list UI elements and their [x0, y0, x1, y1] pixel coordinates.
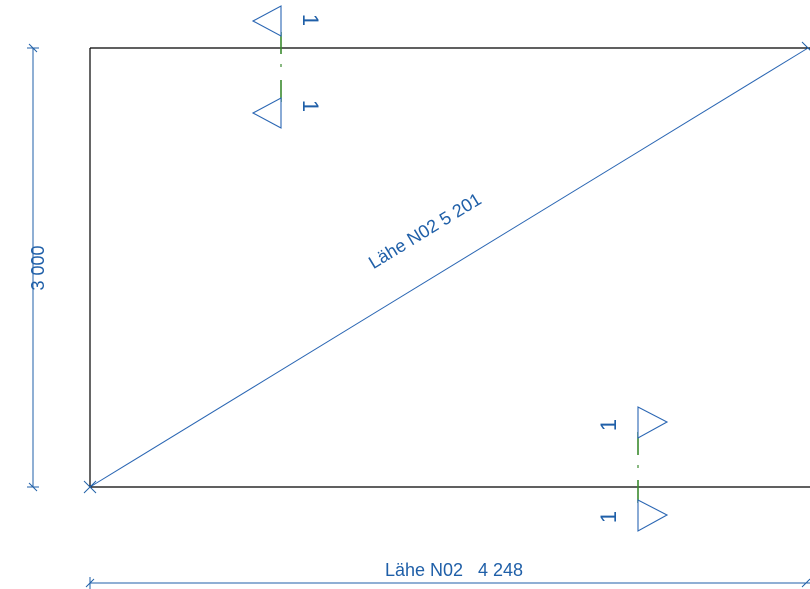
vertical-tick-bottom-slash: [28, 482, 38, 492]
vertical-tick-top-slash: [28, 43, 38, 53]
diagonal-tick-end: [801, 41, 810, 51]
vertical-dimension-label: 3 000: [28, 245, 48, 290]
section-bottom-lower-label: 1: [596, 511, 621, 523]
diagonal-line: [89, 47, 809, 488]
diagonal-dimension: Lähe N02 5 201: [83, 41, 810, 494]
section-bottom-lower-triangle: [637, 499, 669, 532]
section-top-upper-label: 1: [298, 14, 323, 26]
section-top-lower-label: 1: [298, 100, 323, 112]
horizontal-dimension-label: Lähe N02 4 248: [385, 560, 523, 580]
diagonal-dimension-label: Lähe N02 5 201: [365, 189, 485, 273]
horizontal-tick-right: [801, 578, 810, 588]
section-marker-top: 1 1: [251, 5, 323, 129]
section-bottom-upper-triangle: [637, 406, 669, 439]
room-outline: [89, 47, 810, 488]
section-bottom-upper-label: 1: [596, 419, 621, 431]
diagonal-tick-start-b: [83, 480, 97, 494]
section-marker-bottom: 1 1: [596, 406, 669, 532]
section-top-upper-triangle: [251, 5, 282, 37]
horizontal-dimension: Lähe N02 4 248: [85, 560, 810, 589]
section-top-lower-triangle: [251, 97, 282, 129]
vertical-dimension: 3 000: [27, 43, 48, 492]
